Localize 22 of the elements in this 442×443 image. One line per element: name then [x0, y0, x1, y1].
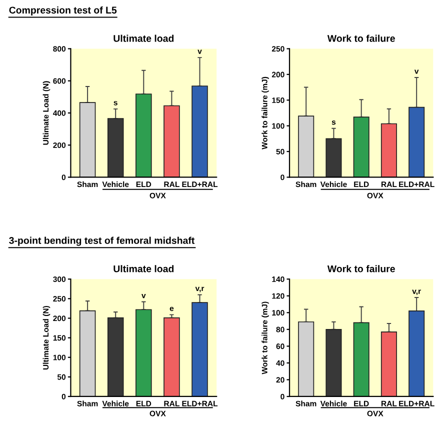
- bar: [298, 116, 314, 178]
- chart-subtitle: 3-point bending test of femoral midshaft: [9, 236, 195, 246]
- bar: [192, 86, 208, 178]
- bar: [298, 321, 314, 396]
- bar: [380, 332, 397, 396]
- chart-title: Ultimate load: [114, 34, 174, 42]
- chart-title: Work to failure: [327, 265, 395, 272]
- chart-title: Work to failure: [327, 34, 395, 42]
- bar: [353, 322, 370, 396]
- bar: [353, 116, 370, 178]
- chart-title: Ultimate load: [114, 265, 174, 272]
- bar: [79, 102, 96, 178]
- chart-subtitle: Compression test of L5: [9, 6, 117, 16]
- bar: [408, 106, 425, 178]
- bar: [408, 310, 425, 396]
- bar: [192, 302, 208, 396]
- bar: [380, 123, 397, 178]
- bar: [164, 317, 180, 396]
- bar: [164, 105, 180, 178]
- bar: [136, 94, 152, 178]
- bar: [79, 310, 96, 396]
- bar: [136, 309, 152, 396]
